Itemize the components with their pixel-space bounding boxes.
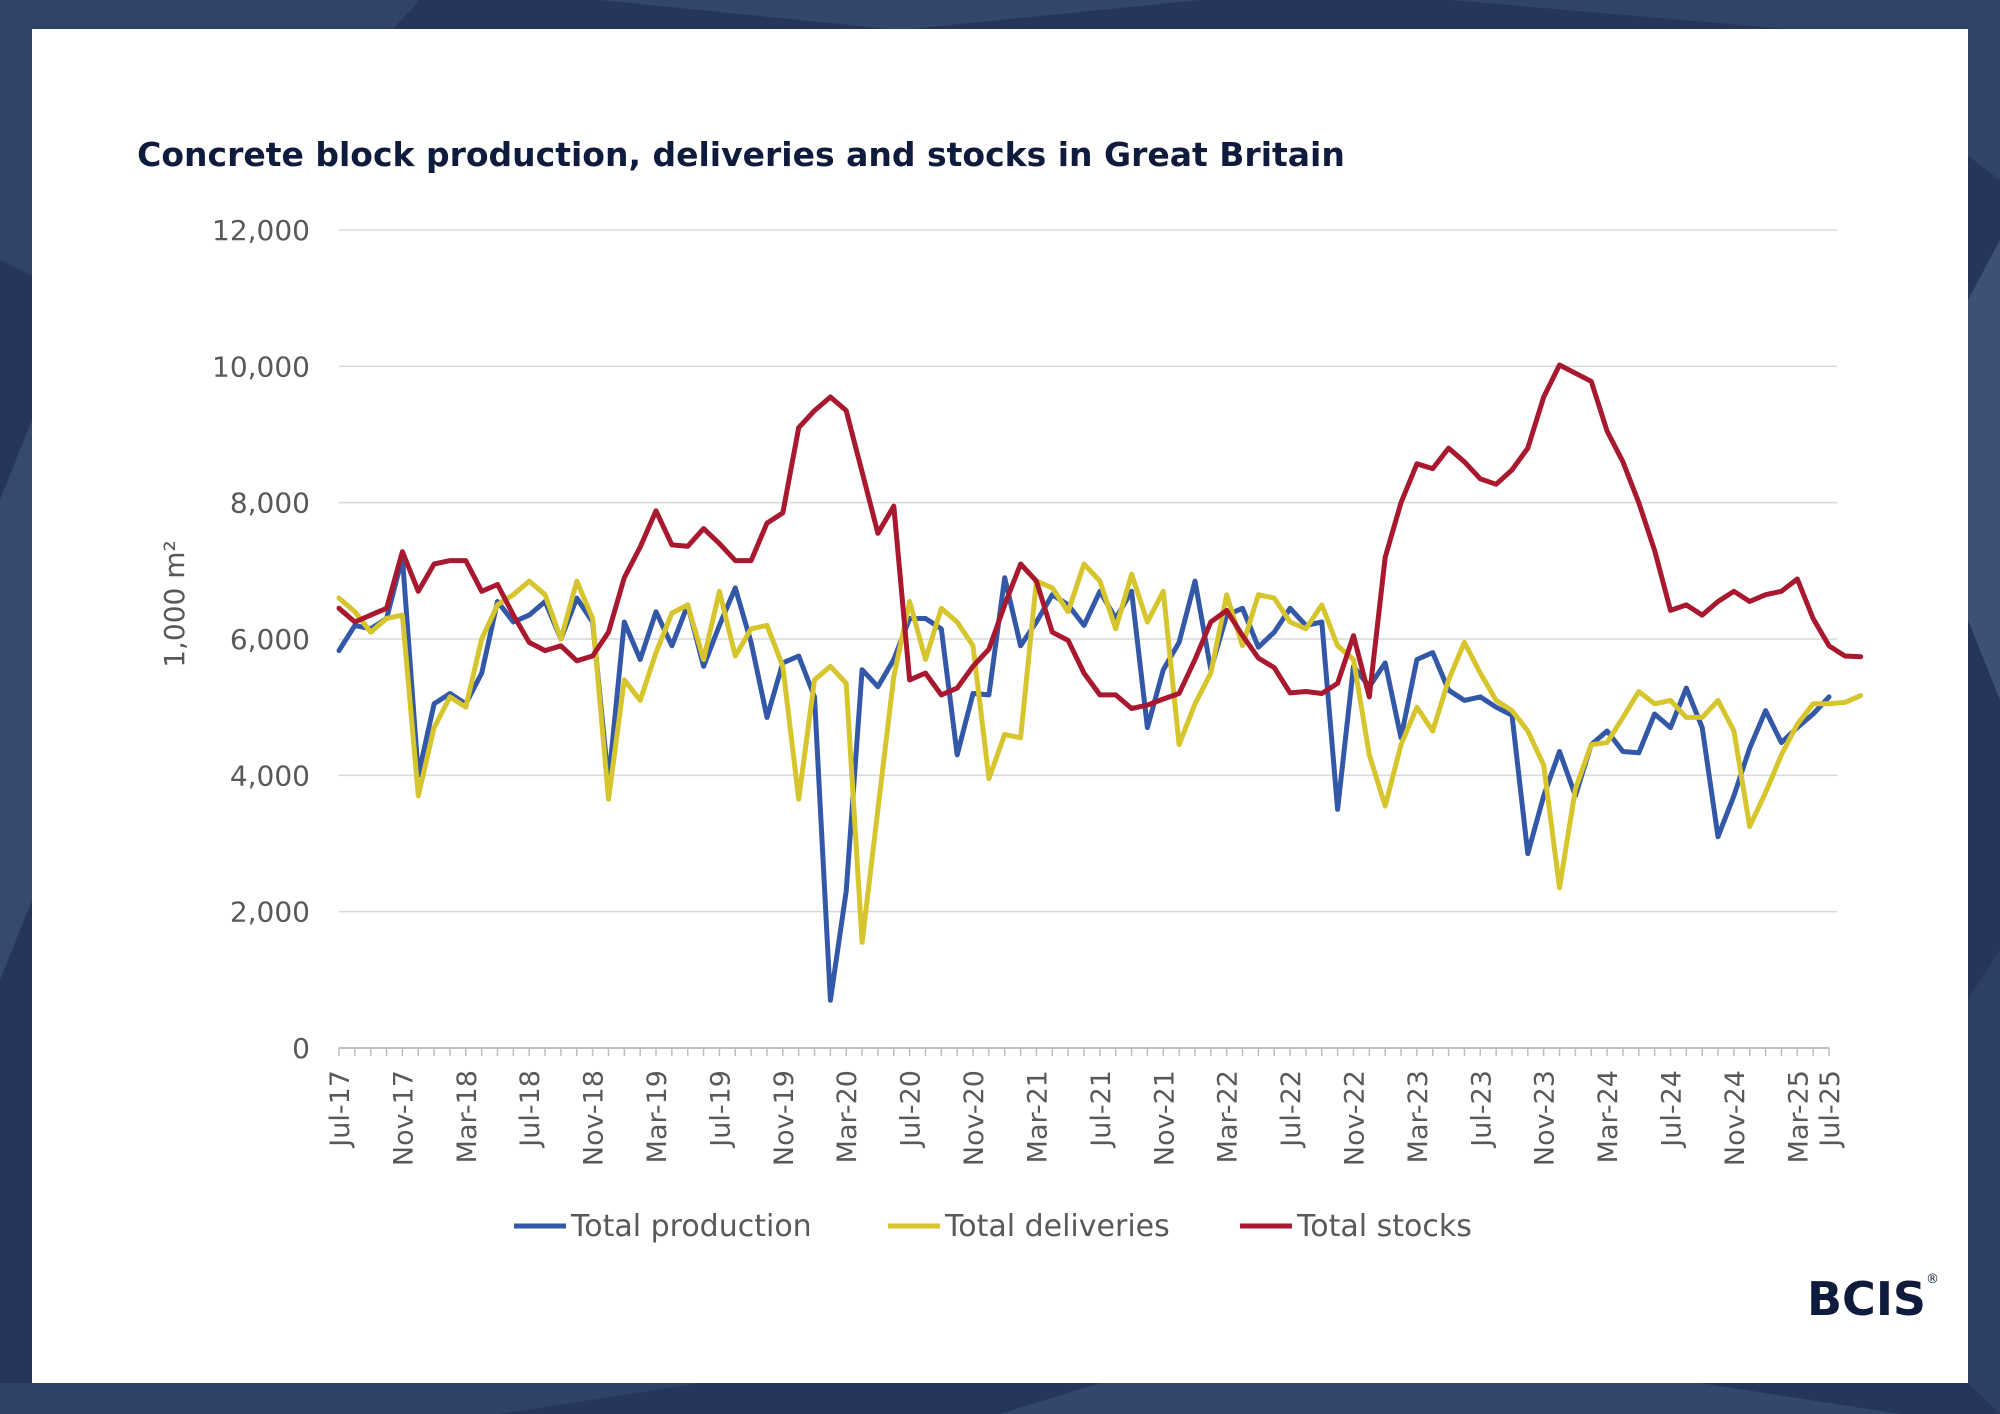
chart-card: Concrete block production, deliveries an… xyxy=(32,29,1968,1383)
x-tick-label: Nov-24 xyxy=(1720,1070,1751,1166)
x-tick-label: Nov-20 xyxy=(959,1070,990,1166)
x-tick-label: Nov-23 xyxy=(1530,1070,1561,1166)
y-tick-label: 8,000 xyxy=(230,487,310,520)
x-tick-label: Mar-19 xyxy=(642,1070,673,1163)
x-axis: Jul-17 Nov-17 Mar-18 Jul-18 Nov-18 Mar-19 Jul-… xyxy=(325,1047,1846,1166)
x-tick-label: Mar-18 xyxy=(452,1070,483,1163)
y-tick-label: 10,000 xyxy=(212,350,310,383)
x-tick-label: Mar-21 xyxy=(1022,1070,1053,1163)
gridlines xyxy=(339,229,1837,913)
x-tick-label: Jul-21 xyxy=(1086,1070,1117,1149)
x-tick-label: Jul-23 xyxy=(1466,1070,1497,1149)
y-tick-label: 6,000 xyxy=(230,623,310,656)
x-tick-label: Mar-20 xyxy=(832,1070,863,1163)
y-tick-label: 0 xyxy=(292,1032,310,1065)
y-axis-label: 1,000 m² xyxy=(158,540,191,668)
x-tick-label: Jul-20 xyxy=(896,1070,927,1149)
logo-text: BCIS xyxy=(1807,1272,1926,1326)
x-tick-label: Nov-21 xyxy=(1149,1070,1180,1166)
series-lines xyxy=(336,362,1864,1003)
y-axis-ticks: 0 2,000 4,000 6,000 8,000 10,000 12,000 xyxy=(212,214,310,1065)
bcis-logo: BCIS ® xyxy=(1807,1272,1939,1326)
x-tick-label: Jul-25 xyxy=(1815,1070,1846,1149)
chart-title: Concrete block production, deliveries an… xyxy=(137,135,1345,174)
y-tick-label: 4,000 xyxy=(230,759,310,792)
x-tick-label: Jul-22 xyxy=(1276,1070,1307,1149)
x-tick-label: Mar-25 xyxy=(1783,1070,1814,1163)
x-tick-label: Nov-18 xyxy=(579,1070,610,1166)
line-chart: Concrete block production, deliveries an… xyxy=(137,135,1939,1326)
x-tick-label: Mar-23 xyxy=(1403,1070,1434,1163)
legend-label: Total production xyxy=(570,1209,812,1244)
x-tick-label: Jul-24 xyxy=(1656,1070,1687,1149)
logo-registered-mark: ® xyxy=(1926,1272,1939,1287)
x-tick-label: Nov-19 xyxy=(769,1070,800,1166)
x-tick-label: Jul-17 xyxy=(325,1070,356,1149)
series-line-total-stocks xyxy=(336,362,1864,711)
legend-label: Total stocks xyxy=(1296,1209,1472,1244)
legend-label: Total deliveries xyxy=(944,1209,1170,1244)
x-tick-label: Mar-22 xyxy=(1213,1070,1244,1163)
series-line-total-production xyxy=(336,554,1832,1003)
x-tick-label: Nov-17 xyxy=(388,1070,419,1166)
legend: Total production Total deliveries Total st… xyxy=(514,1209,1472,1244)
x-tick-label: Jul-18 xyxy=(515,1070,546,1149)
x-tick-label: Jul-19 xyxy=(705,1070,736,1149)
y-tick-label: 12,000 xyxy=(212,214,310,247)
series-line-total-deliveries xyxy=(336,561,1864,945)
x-tick-label: Nov-22 xyxy=(1339,1070,1370,1166)
x-tick-label: Mar-24 xyxy=(1593,1070,1624,1163)
y-tick-label: 2,000 xyxy=(230,896,310,929)
